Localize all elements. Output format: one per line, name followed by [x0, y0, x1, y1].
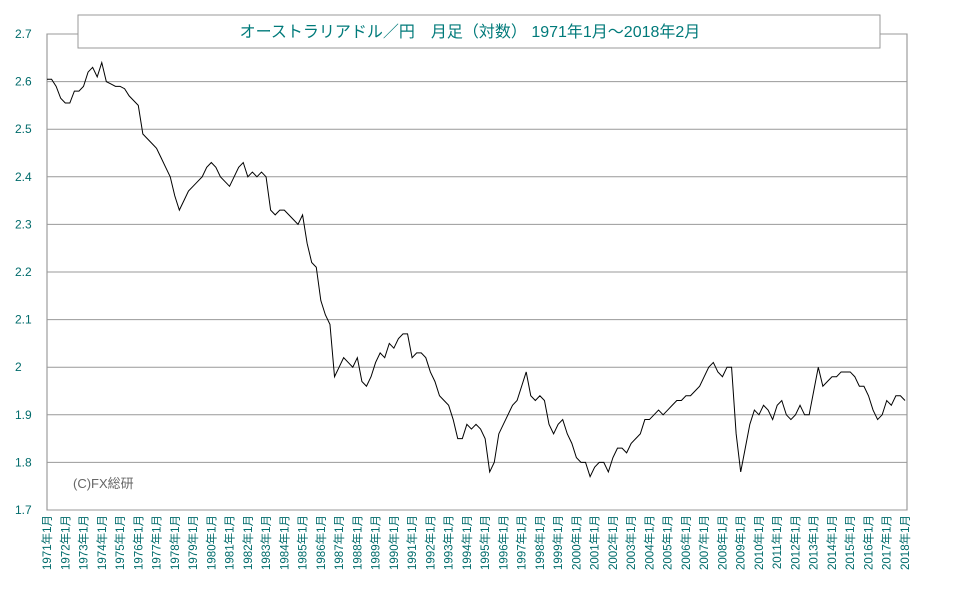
x-tick-label: 1972年1月: [58, 515, 72, 570]
x-tick-label: 1974年1月: [95, 515, 109, 570]
y-tick-label: 2.2: [15, 265, 32, 279]
x-tick-label: 2006年1月: [679, 515, 693, 570]
annotation: (C)FX総研: [73, 476, 134, 491]
x-tick-label: 1987年1月: [332, 515, 346, 570]
x-tick-label: 1982年1月: [241, 515, 255, 570]
chart-title: オーストラリアドル／円 月足（対数） 1971年1月～2018年2月: [240, 23, 701, 41]
x-tick-label: 2007年1月: [697, 515, 711, 570]
x-tick-label: 2011年1月: [770, 515, 784, 569]
x-tick-label: 1976年1月: [131, 515, 145, 570]
x-tick-label: 1991年1月: [405, 515, 419, 570]
x-tick-label: 2010年1月: [752, 515, 766, 570]
x-tick-label: 2005年1月: [661, 515, 675, 570]
x-tick-label: 2003年1月: [624, 515, 638, 570]
x-tick-label: 1998年1月: [533, 515, 547, 570]
x-tick-label: 1999年1月: [551, 515, 565, 570]
y-tick-label: 2.7: [15, 27, 32, 41]
x-tick-label: 2014年1月: [825, 515, 839, 570]
x-tick-label: 2018年1月: [898, 515, 912, 570]
x-tick-label: 2001年1月: [588, 515, 602, 570]
y-tick-label: 2.5: [15, 122, 32, 136]
y-tick-label: 1.8: [15, 455, 32, 469]
x-tick-label: 2017年1月: [880, 515, 894, 570]
y-tick-label: 2.4: [15, 170, 32, 184]
x-tick-label: 2015年1月: [843, 515, 857, 570]
x-tick-label: 2009年1月: [734, 515, 748, 570]
x-tick-label: 1990年1月: [387, 515, 401, 570]
x-tick-label: 1985年1月: [296, 515, 310, 570]
x-tick-label: 1988年1月: [350, 515, 364, 570]
x-tick-label: 1993年1月: [442, 515, 456, 570]
x-tick-label: 2008年1月: [715, 515, 729, 570]
x-tick-label: 1986年1月: [314, 515, 328, 570]
x-tick-label: 2000年1月: [569, 515, 583, 570]
x-tick-label: 1971年1月: [40, 515, 54, 570]
x-tick-label: 1994年1月: [460, 515, 474, 570]
x-tick-label: 2013年1月: [807, 515, 821, 570]
x-tick-label: 1996年1月: [496, 515, 510, 570]
x-tick-label: 1984年1月: [277, 515, 291, 570]
x-tick-label: 2004年1月: [642, 515, 656, 570]
x-tick-label: 1978年1月: [168, 515, 182, 570]
x-tick-label: 1981年1月: [223, 515, 237, 570]
y-tick-label: 2: [15, 360, 22, 374]
x-tick-label: 1973年1月: [77, 515, 91, 570]
title-box: [77, 14, 881, 49]
x-tick-label: 2012年1月: [788, 515, 802, 570]
x-tick-label: 1995年1月: [478, 515, 492, 570]
x-tick-label: 1980年1月: [204, 515, 218, 570]
x-tick-label: 1979年1月: [186, 515, 200, 570]
x-tick-label: 1977年1月: [150, 515, 164, 570]
x-tick-label: 2002年1月: [606, 515, 620, 570]
y-tick-label: 2.6: [15, 75, 32, 89]
line-series: [47, 60, 906, 479]
y-tick-label: 2.3: [15, 217, 32, 231]
x-tick-label: 1989年1月: [369, 515, 383, 570]
x-tick-label: 1992年1月: [423, 515, 437, 570]
y-tick-label: 1.9: [15, 408, 32, 422]
y-tick-label: 1.7: [15, 503, 32, 517]
x-tick-label: 2016年1月: [861, 515, 875, 570]
x-tick-label: 1997年1月: [515, 515, 529, 570]
x-tick-label: 1983年1月: [259, 515, 273, 570]
x-tick-label: 1975年1月: [113, 515, 127, 570]
y-tick-label: 2.1: [15, 313, 32, 327]
